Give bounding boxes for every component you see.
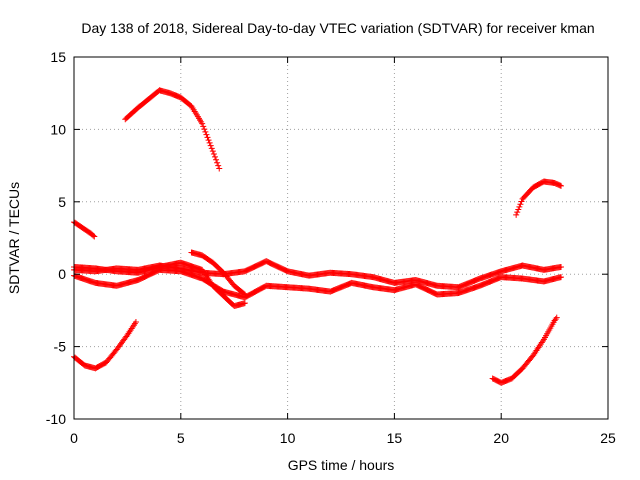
data-point: [201, 126, 208, 133]
data-point: [558, 274, 565, 281]
data-point: [200, 123, 207, 130]
data-point: [214, 159, 221, 166]
data-point: [553, 314, 560, 321]
y-tick-label: -5: [54, 339, 67, 355]
data-point: [123, 333, 130, 340]
x-axis-label: GPS time / hours: [288, 457, 395, 473]
x-axis-ticks: 0 5 10 15 20 25: [70, 57, 616, 446]
data-point: [91, 233, 98, 240]
data-point: [215, 162, 222, 169]
chart-title: Day 138 of 2018, Sidereal Day-to-day VTE…: [81, 20, 594, 36]
data-point: [558, 263, 565, 270]
data-point: [209, 148, 216, 155]
series-zero-band-d: [71, 259, 248, 310]
data-point: [203, 131, 210, 138]
data-point: [205, 137, 212, 144]
data-point: [241, 300, 248, 307]
data-point: [516, 203, 523, 210]
data-point: [514, 209, 521, 216]
data-point: [513, 211, 520, 218]
series-arc-low-evening: [489, 314, 560, 386]
data-point: [132, 318, 139, 325]
data-point: [517, 201, 524, 208]
data-point: [210, 151, 217, 158]
x-tick-label: 0: [70, 430, 78, 446]
data-point: [207, 142, 214, 149]
x-tick-label: 5: [177, 430, 185, 446]
y-tick-label: -10: [46, 411, 66, 427]
plot-frame: [73, 56, 609, 420]
data-point: [216, 165, 223, 172]
data-point: [199, 120, 206, 127]
x-tick-label: 25: [600, 430, 616, 446]
series-zero-band-b: [71, 266, 565, 301]
y-tick-label: 5: [58, 194, 66, 210]
data-point: [241, 291, 248, 298]
y-tick-label: 0: [58, 266, 66, 282]
series-arc-start-negative: [71, 318, 139, 372]
data-point: [558, 182, 565, 189]
data-point: [518, 198, 525, 205]
data-point: [206, 139, 213, 146]
x-tick-label: 20: [493, 430, 509, 446]
y-tick-label: 10: [50, 121, 66, 137]
data-point: [213, 156, 220, 163]
x-tick-label: 15: [387, 430, 403, 446]
series-zero-band-c: [188, 249, 248, 298]
data-point: [515, 206, 522, 213]
data-point: [240, 290, 247, 297]
data-point: [208, 145, 215, 152]
y-tick-label: 15: [50, 49, 66, 65]
data-point: [552, 316, 559, 323]
data-point: [202, 128, 209, 135]
series-arc-start-positive: [71, 219, 98, 240]
data-point: [90, 232, 97, 239]
data-point: [211, 153, 218, 160]
y-axis-label: SDTVAR / TECUs: [6, 182, 22, 294]
series-arc-high-evening: [513, 178, 565, 218]
data-point: [204, 134, 211, 141]
y-axis-ticks: -10 -5 0 5 10 15: [46, 49, 608, 427]
data-marks: [71, 87, 565, 386]
series-arc-high-morning: [122, 87, 223, 172]
x-tick-label: 10: [280, 430, 296, 446]
